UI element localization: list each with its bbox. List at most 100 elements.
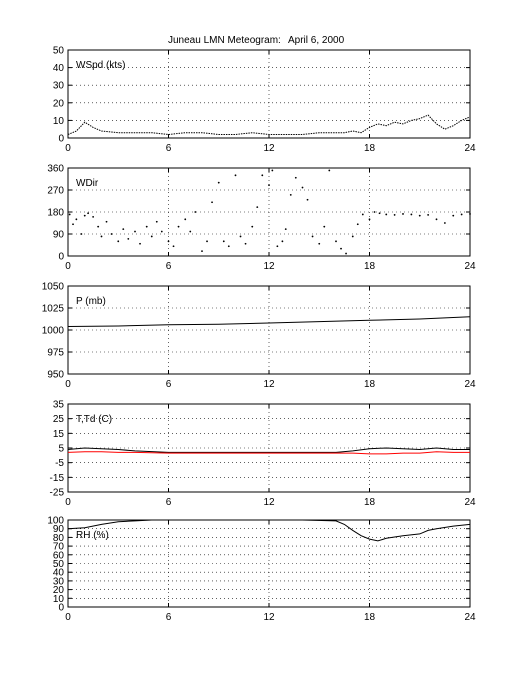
wind-direction-point [201,250,203,253]
temperature-dewpoint-xtick-label: 24 [464,497,476,508]
wind-direction-ytick-label: 90 [53,230,65,241]
wind-direction-xtick-label: 24 [464,261,476,272]
temperature-dewpoint-ytick-label: -15 [50,473,65,484]
wind-direction-point [323,225,326,228]
wind-speed-label: WSpd (kts) [76,60,125,71]
relative-humidity-xtick-label: 0 [65,612,71,623]
wind-direction-point [335,240,337,243]
relative-humidity-ytick-label: 20 [53,585,65,596]
relative-humidity-ytick-label: 10 [53,594,65,605]
wind-direction-point [427,214,430,216]
wind-direction-point [211,201,213,204]
wind-direction-point [469,213,471,215]
wind-direction-point [100,235,103,238]
figure-date: April 6, 2000 [288,35,345,46]
wind-direction-point [289,193,292,196]
wind-direction-point [328,169,331,172]
wind-direction-point [80,233,83,235]
wind-direction-ytick-label: 270 [47,186,64,197]
wind-direction-point [284,228,287,231]
wind-speed-xtick-label: 24 [464,143,476,154]
wind-direction-point [460,213,463,216]
pressure-ytick-label: 950 [47,370,64,381]
wind-direction-point [172,245,175,248]
wind-speed-xtick-label: 18 [364,143,376,154]
temperature-dewpoint-ytick-label: 25 [53,414,65,425]
wind-direction-point [402,213,404,215]
temperature-dewpoint-ytick-label: 5 [58,444,64,455]
wind-direction-point [145,225,148,228]
wind-direction-point [127,237,130,240]
temperature-dewpoint-xtick-label: 6 [166,497,172,508]
wind-direction-ytick-label: 0 [58,252,64,263]
pressure-ytick-label: 1025 [42,304,65,315]
pressure-ytick-label: 1050 [42,282,65,293]
temperature-dewpoint-series-line-1 [67,447,470,453]
panel-pressure: 950 975 1000 1025 1050 0 6 12 18 24 P (mb) [42,282,476,391]
wind-direction-point [75,218,78,221]
wind-direction-point [227,245,230,248]
wind-direction-point [301,186,304,189]
wind-direction-point [134,230,136,233]
panel-wind-direction: 0 90 180 270 360 0 6 12 18 24 WDir [47,164,476,273]
wind-direction-point [83,214,86,217]
temperature-dewpoint-series-line-2 [67,451,470,455]
wind-direction-point [340,247,342,250]
wind-direction-xtick-label: 12 [263,261,275,272]
wind-direction-point [435,218,438,221]
wind-speed-ytick-label: 50 [53,46,65,57]
relative-humidity-ytick-label: 90 [53,524,65,535]
wind-direction-point [443,222,446,224]
temperature-dewpoint-ytick-label: -5 [55,458,64,469]
wind-direction-point [244,242,247,245]
relative-humidity-xtick-label: 12 [263,612,275,623]
wind-direction-point [373,211,376,213]
wind-direction-point [271,169,274,172]
wind-direction-point [385,213,388,216]
wind-direction-point [294,176,297,179]
relative-humidity-ytick-label: 50 [53,559,65,570]
wind-direction-point [311,235,314,238]
wind-direction-xtick-label: 18 [364,261,376,272]
relative-humidity-xtick-label: 24 [464,612,476,623]
relative-humidity-ytick-label: 70 [53,542,65,553]
wind-direction-point [368,218,371,221]
relative-humidity-ytick-label: 30 [53,576,65,587]
wind-direction-point [68,213,71,216]
pressure-xtick-label: 18 [364,379,376,390]
wind-direction-point [217,181,220,184]
relative-humidity-label: RH (%) [76,530,109,541]
wind-direction-point [206,240,208,243]
wind-direction-point [155,220,158,223]
wind-direction-ytick-label: 180 [47,208,64,219]
wind-direction-point [234,174,237,177]
wind-direction-point [105,220,108,223]
wind-speed-ytick-label: 40 [53,63,65,74]
temperature-dewpoint-label: T,Td (C) [76,414,112,425]
wind-direction-xtick-label: 6 [166,261,172,272]
wind-direction-point [122,228,125,231]
wind-direction-point [345,252,347,255]
panel-temperature-dewpoint: -25 -15 -5 5 15 25 35 0 6 12 18 24 T,Td (C) [50,400,476,509]
pressure-ytick-label: 1000 [42,326,65,337]
wind-direction-point [281,240,284,243]
wind-direction-point [222,240,225,243]
pressure-xtick-label: 0 [65,379,71,390]
wind-direction-point [184,218,187,221]
temperature-dewpoint-xtick-label: 0 [65,497,71,508]
wind-direction-point [97,225,100,228]
wind-direction-point [160,230,163,233]
relative-humidity-ytick-label: 60 [53,550,65,561]
temperature-dewpoint-ytick-label: 35 [53,400,65,411]
wind-direction-point [268,184,270,187]
wind-direction-point [418,214,421,217]
wind-speed-xtick-label: 6 [166,143,172,154]
wind-direction-point [150,235,153,238]
wind-direction-point [177,225,180,228]
pressure-xtick-label: 6 [166,379,172,390]
wind-direction-point [92,215,95,218]
relative-humidity-series-line-1 [67,519,471,542]
wind-direction-point [452,214,455,217]
